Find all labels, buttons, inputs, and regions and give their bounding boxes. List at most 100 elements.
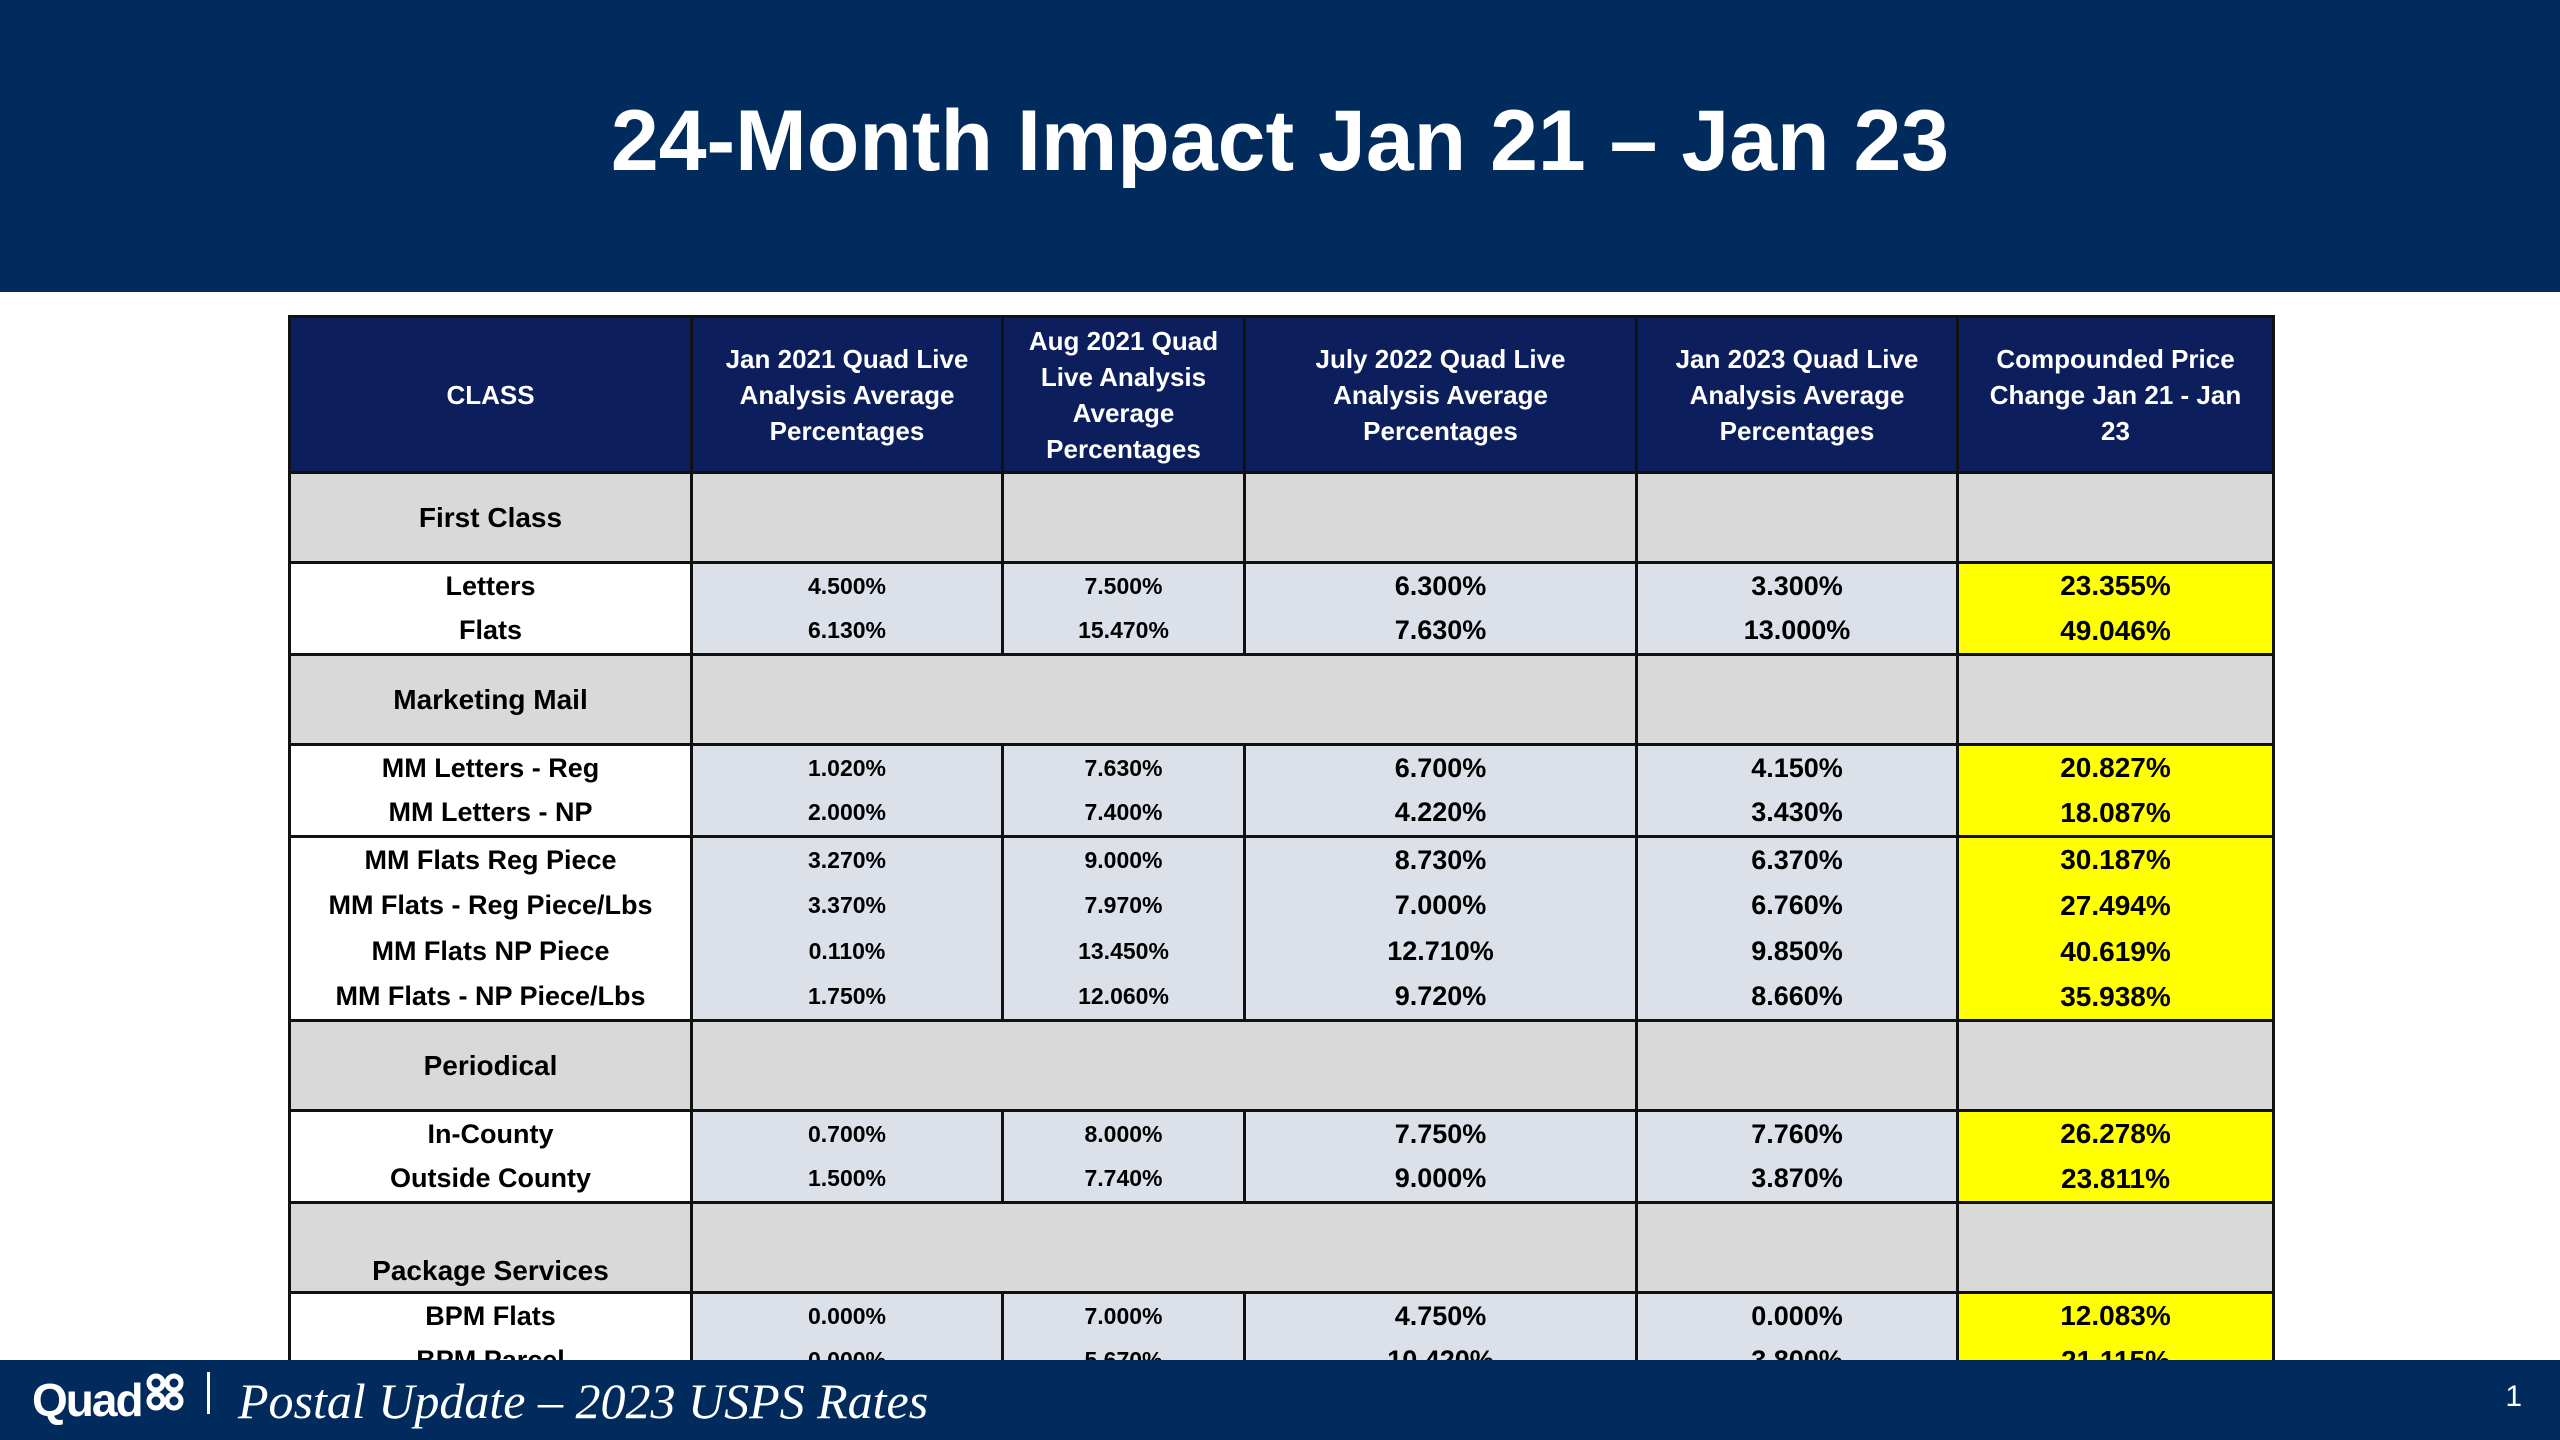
section-blank (1243, 471, 1638, 564)
table-row: MM Flats - NP Piece/Lbs 1.750% 12.060% 9… (288, 974, 2275, 1022)
value-cell: 13.000% (1635, 608, 1959, 656)
value-cell: 4.150% (1635, 743, 1959, 791)
footer-divider (207, 1372, 210, 1414)
compounded-cell: 30.187% (1956, 835, 2275, 883)
value-cell: 0.000% (690, 1291, 1004, 1339)
value-cell: 7.500% (1001, 561, 1246, 609)
quad-logo-mark-icon (146, 1373, 184, 1411)
table-header-row: CLASS Jan 2021 Quad Live Analysis Averag… (288, 315, 2275, 474)
value-cell: 3.430% (1635, 790, 1959, 838)
rate-table: CLASS Jan 2021 Quad Live Analysis Averag… (288, 315, 2275, 1386)
header-jan-2021: Jan 2021 Quad Live Analysis Average Perc… (690, 315, 1004, 474)
value-cell: 8.660% (1635, 974, 1959, 1022)
value-cell: 7.000% (1001, 1291, 1246, 1339)
value-cell: 6.700% (1243, 743, 1638, 791)
slide-footer: Quad Postal Update – 2023 USPS Rates 1 (0, 1360, 2560, 1440)
class-cell: Outside County (288, 1156, 693, 1204)
compounded-cell: 49.046% (1956, 608, 2275, 656)
section-blank (690, 1019, 1638, 1112)
class-cell: MM Flats - NP Piece/Lbs (288, 974, 693, 1022)
value-cell: 7.750% (1243, 1109, 1638, 1157)
section-blank (1001, 471, 1246, 564)
value-cell: 2.000% (690, 790, 1004, 838)
value-cell: 4.220% (1243, 790, 1638, 838)
section-blank (690, 471, 1004, 564)
compounded-cell: 18.087% (1956, 790, 2275, 838)
value-cell: 3.300% (1635, 561, 1959, 609)
class-cell: MM Letters - Reg (288, 743, 693, 791)
table-row: BPM Flats 0.000% 7.000% 4.750% 0.000% 12… (288, 1291, 2275, 1339)
value-cell: 15.470% (1001, 608, 1246, 656)
value-cell: 9.000% (1001, 835, 1246, 883)
compounded-cell: 27.494% (1956, 882, 2275, 929)
slide-title: 24-Month Impact Jan 21 – Jan 23 (610, 93, 1950, 189)
value-cell: 7.400% (1001, 790, 1246, 838)
value-cell: 1.750% (690, 974, 1004, 1022)
section-blank (1635, 1201, 1959, 1294)
section-label: Package Services (288, 1201, 693, 1294)
section-blank (1635, 1019, 1959, 1112)
table-row: Outside County 1.500% 7.740% 9.000% 3.87… (288, 1156, 2275, 1204)
value-cell: 3.270% (690, 835, 1004, 883)
value-cell: 7.970% (1001, 882, 1246, 929)
section-label: First Class (288, 471, 693, 564)
value-cell: 8.000% (1001, 1109, 1246, 1157)
section-label: Marketing Mail (288, 653, 693, 746)
value-cell: 4.500% (690, 561, 1004, 609)
section-blank (1956, 653, 2275, 746)
value-cell: 13.450% (1001, 928, 1246, 975)
value-cell: 4.750% (1243, 1291, 1638, 1339)
compounded-cell: 23.355% (1956, 561, 2275, 609)
value-cell: 6.760% (1635, 882, 1959, 929)
section-blank (1956, 1201, 2275, 1294)
table-row: In-County 0.700% 8.000% 7.750% 7.760% 26… (288, 1109, 2275, 1157)
value-cell: 9.850% (1635, 928, 1959, 975)
quad-logo: Quad (32, 1370, 184, 1430)
section-blank (1635, 471, 1959, 564)
header-class: CLASS (288, 315, 693, 474)
table-row: Flats 6.130% 15.470% 7.630% 13.000% 49.0… (288, 608, 2275, 656)
section-blank (690, 1201, 1638, 1294)
section-blank (1635, 653, 1959, 746)
class-cell: In-County (288, 1109, 693, 1157)
header-july-2022: July 2022 Quad Live Analysis Average Per… (1243, 315, 1638, 474)
value-cell: 9.720% (1243, 974, 1638, 1022)
compounded-cell: 40.619% (1956, 928, 2275, 975)
table-row: MM Letters - Reg 1.020% 7.630% 6.700% 4.… (288, 743, 2275, 791)
page-number: 1 (2505, 1380, 2522, 1413)
table-row: MM Flats - Reg Piece/Lbs 3.370% 7.970% 7… (288, 882, 2275, 929)
value-cell: 1.020% (690, 743, 1004, 791)
section-row-package-services: Package Services (288, 1201, 2275, 1294)
compounded-cell: 20.827% (1956, 743, 2275, 791)
value-cell: 12.710% (1243, 928, 1638, 975)
header-compounded: Compounded Price Change Jan 21 - Jan 23 (1956, 315, 2275, 474)
value-cell: 6.130% (690, 608, 1004, 656)
table-row: Letters 4.500% 7.500% 6.300% 3.300% 23.3… (288, 561, 2275, 609)
class-cell: MM Flats - Reg Piece/Lbs (288, 882, 693, 929)
header-aug-2021: Aug 2021 Quad Live Analysis Average Perc… (1001, 315, 1246, 474)
value-cell: 7.630% (1243, 608, 1638, 656)
table-row: MM Flats Reg Piece 3.270% 9.000% 8.730% … (288, 835, 2275, 883)
class-cell: Letters (288, 561, 693, 609)
section-row-marketing-mail: Marketing Mail (288, 653, 2275, 746)
value-cell: 3.870% (1635, 1156, 1959, 1204)
section-blank (690, 653, 1638, 746)
class-cell: Flats (288, 608, 693, 656)
value-cell: 1.500% (690, 1156, 1004, 1204)
section-blank (1956, 1019, 2275, 1112)
value-cell: 7.630% (1001, 743, 1246, 791)
class-cell: MM Flats NP Piece (288, 928, 693, 975)
value-cell: 7.760% (1635, 1109, 1959, 1157)
compounded-cell: 12.083% (1956, 1291, 2275, 1339)
footer-title: Postal Update – 2023 USPS Rates (238, 1373, 929, 1429)
compounded-cell: 26.278% (1956, 1109, 2275, 1157)
section-row-periodical: Periodical (288, 1019, 2275, 1112)
value-cell: 6.370% (1635, 835, 1959, 883)
table-row: MM Flats NP Piece 0.110% 13.450% 12.710%… (288, 928, 2275, 975)
value-cell: 0.000% (1635, 1291, 1959, 1339)
slide-header: 24-Month Impact Jan 21 – Jan 23 (0, 0, 2560, 292)
table-row: MM Letters - NP 2.000% 7.400% 4.220% 3.4… (288, 790, 2275, 838)
header-jan-2023: Jan 2023 Quad Live Analysis Average Perc… (1635, 315, 1959, 474)
class-cell: MM Letters - NP (288, 790, 693, 838)
value-cell: 0.110% (690, 928, 1004, 975)
